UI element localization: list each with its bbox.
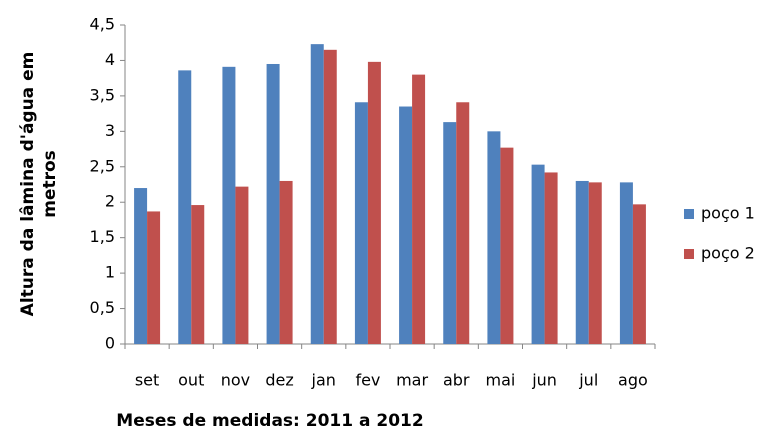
y-axis-title: Altura da lâmina d'água em metros <box>18 52 60 317</box>
bar <box>310 44 324 344</box>
legend-swatch <box>684 249 694 259</box>
y-tick-label: 3,5 <box>90 85 115 104</box>
bar <box>575 180 589 344</box>
x-tick-label: mai <box>485 371 515 390</box>
x-tick-label: out <box>178 371 204 390</box>
y-tick-label: 2 <box>105 192 115 211</box>
y-tick-label: 1 <box>105 263 115 282</box>
bar <box>588 182 602 344</box>
x-tick-label: ago <box>618 371 648 390</box>
y-tick-label: 1,5 <box>90 227 115 246</box>
y-tick-label: 4 <box>105 50 115 69</box>
x-tick-label: jan <box>311 371 336 390</box>
bar <box>323 49 337 345</box>
y-tick-label: 4,5 <box>90 15 115 34</box>
bar <box>354 102 368 344</box>
y-tick-label: 2,5 <box>90 156 115 175</box>
bar <box>487 131 501 344</box>
y-tick-label: 0,5 <box>90 298 115 317</box>
bar <box>456 102 470 344</box>
x-tick-label: set <box>135 371 159 390</box>
bar <box>235 186 249 344</box>
bar <box>134 188 148 344</box>
bar <box>399 106 413 345</box>
bar <box>367 61 381 345</box>
bar <box>443 122 457 345</box>
x-tick-label: jul <box>578 371 598 390</box>
bar <box>412 74 426 344</box>
bar <box>147 211 161 344</box>
bar <box>619 182 633 344</box>
x-tick-label: dez <box>265 371 293 390</box>
bar <box>531 164 545 344</box>
bar <box>544 172 558 344</box>
x-tick-label: mar <box>396 371 428 390</box>
legend-label: poço 1 <box>701 204 755 223</box>
y-tick-label: 0 <box>105 334 115 353</box>
y-axis-title-line: metros <box>40 150 60 218</box>
y-tick-label: 3 <box>105 121 115 140</box>
x-tick-label: abr <box>443 371 470 390</box>
bar <box>222 66 236 344</box>
x-tick-label: jun <box>531 371 557 390</box>
legend-label: poço 2 <box>701 244 755 263</box>
bar <box>266 63 280 344</box>
x-axis-title: Meses de medidas: 2011 a 2012 <box>116 411 423 431</box>
bar <box>191 205 205 344</box>
y-axis-title-line: Altura da lâmina d'água em <box>18 52 38 317</box>
bar <box>279 180 293 344</box>
x-tick-label: fev <box>355 371 380 390</box>
bar <box>632 204 646 344</box>
legend-swatch <box>684 209 694 219</box>
bar <box>500 147 514 344</box>
x-tick-label: nov <box>221 371 250 390</box>
bar <box>178 70 192 344</box>
